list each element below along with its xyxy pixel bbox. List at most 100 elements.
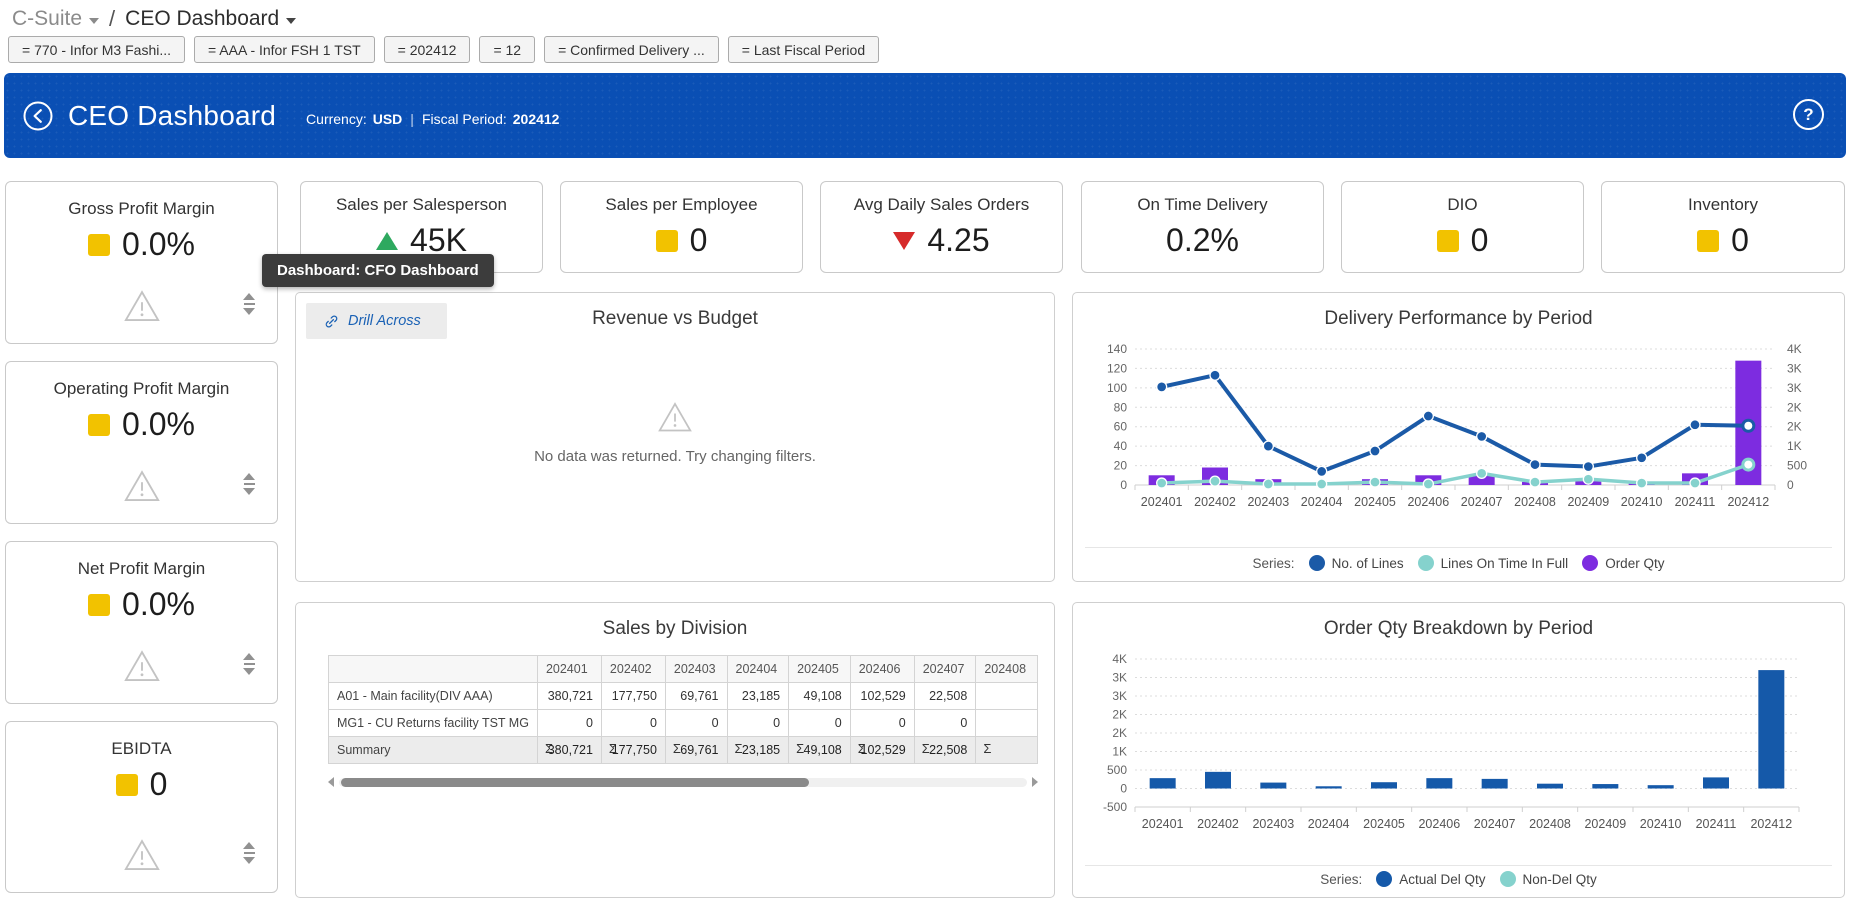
sales-by-division-panel: Sales by Division 2024012024022024032024… [295, 602, 1055, 898]
kpi-card-avg-daily-sales-orders[interactable]: Avg Daily Sales Orders 4.25 [820, 181, 1063, 273]
sigma-icon: Σ [922, 741, 930, 756]
scroll-left-icon[interactable] [328, 777, 334, 787]
table-col-header[interactable]: 202404 [727, 656, 789, 683]
legend-dot-icon [1582, 555, 1598, 571]
svg-text:202404: 202404 [1308, 817, 1350, 831]
legend-item[interactable]: Order Qty [1582, 555, 1664, 571]
svg-text:500: 500 [1787, 459, 1807, 473]
table-col-header[interactable]: 202402 [601, 656, 665, 683]
scrollbar-thumb[interactable] [341, 778, 809, 787]
banner-meta: Currency: USD | Fiscal Period: 202412 [306, 111, 559, 127]
summary-cell: Σ [976, 737, 1038, 764]
svg-text:2K: 2K [1787, 420, 1802, 434]
svg-text:40: 40 [1114, 439, 1128, 453]
no-data-text: No data was returned. Try changing filte… [534, 448, 816, 465]
table-col-header[interactable]: 202406 [850, 656, 914, 683]
delivery-performance-chart[interactable]: 0020500401K602K802K1003K1203K1404K202401… [1087, 335, 1830, 543]
warning-triangle-icon [6, 469, 277, 503]
sort-control[interactable] [243, 473, 255, 495]
filter-chip-division[interactable]: = 770 - Infor M3 Fashi... [8, 36, 185, 63]
filter-chip-month[interactable]: = 12 [479, 36, 535, 63]
filter-chip-delivery[interactable]: = Confirmed Delivery ... [544, 36, 719, 63]
svg-text:202402: 202402 [1194, 495, 1236, 509]
svg-text:202408: 202408 [1529, 817, 1571, 831]
dashboard-header: CEO Dashboard Currency: USD | Fiscal Per… [4, 73, 1846, 158]
kpi-card-operating-profit-margin[interactable]: Operating Profit Margin 0.0% [5, 361, 278, 524]
kpi-card-net-profit-margin[interactable]: Net Profit Margin 0.0% [5, 541, 278, 704]
table-col-header[interactable]: 202407 [914, 656, 976, 683]
legend-item[interactable]: Lines On Time In Full [1418, 555, 1569, 571]
legend-dot-icon [1376, 871, 1392, 887]
sales-by-division-table: 2024012024022024032024042024052024062024… [328, 655, 1038, 764]
legend-item[interactable]: Non-Del Qty [1500, 871, 1597, 887]
table-cell: 22,508 [914, 683, 976, 710]
table-cell: 69,761 [665, 683, 727, 710]
filter-chip-company[interactable]: = AAA - Infor FSH 1 TST [194, 36, 375, 63]
svg-text:60: 60 [1114, 420, 1128, 434]
kpi-value: 0 [1731, 222, 1749, 259]
svg-text:202412: 202412 [1727, 495, 1769, 509]
svg-text:80: 80 [1114, 400, 1128, 414]
table-row[interactable]: MG1 - CU Returns facility TST MG0000000 [329, 710, 1038, 737]
svg-text:202406: 202406 [1418, 817, 1460, 831]
warning-triangle-icon [6, 649, 277, 683]
table-col-header[interactable]: 202403 [665, 656, 727, 683]
scroll-right-icon[interactable] [1032, 777, 1038, 787]
kpi-card-on-time-delivery[interactable]: On Time Delivery 0.2% [1081, 181, 1324, 273]
svg-text:202410: 202410 [1621, 495, 1663, 509]
svg-text:202405: 202405 [1354, 495, 1396, 509]
kpi-value: 0 [1471, 222, 1489, 259]
table-col-header[interactable]: 202405 [789, 656, 851, 683]
table-col-header[interactable]: 202401 [537, 656, 601, 683]
warning-triangle-icon [6, 838, 277, 872]
help-icon[interactable]: ? [1793, 99, 1824, 130]
kpi-card-gross-profit-margin[interactable]: Gross Profit Margin 0.0% [5, 181, 278, 344]
breadcrumb-page[interactable]: CEO Dashboard [125, 7, 296, 31]
kpi-title: Net Profit Margin [6, 559, 277, 579]
svg-text:3K: 3K [1787, 361, 1802, 375]
chart-title: Delivery Performance by Period [1073, 308, 1844, 330]
table-col-header[interactable]: 202408 [976, 656, 1038, 683]
sort-control[interactable] [243, 653, 255, 675]
sigma-icon: Σ [545, 741, 553, 756]
sigma-icon: Σ [983, 741, 991, 756]
kpi-value: 4.25 [927, 222, 989, 259]
svg-text:202401: 202401 [1141, 495, 1183, 509]
kpi-card-dio[interactable]: DIO 0 [1341, 181, 1584, 273]
scrollbar-track[interactable] [339, 778, 1027, 787]
legend-item[interactable]: Actual Del Qty [1376, 871, 1485, 887]
kpi-title: On Time Delivery [1082, 195, 1323, 215]
sort-control[interactable] [243, 842, 255, 864]
currency-label: Currency: [306, 111, 367, 127]
sigma-icon: Σ [858, 741, 866, 756]
summary-cell: Σ23,185 [727, 737, 789, 764]
filter-chip-period[interactable]: = 202412 [384, 36, 471, 63]
no-data-message-block: No data was returned. Try changing filte… [296, 401, 1054, 465]
table-cell: 0 [914, 710, 976, 737]
table-cell [976, 710, 1038, 737]
svg-text:202401: 202401 [1142, 817, 1184, 831]
svg-text:202411: 202411 [1696, 817, 1737, 831]
svg-text:202402: 202402 [1197, 817, 1239, 831]
legend-series-label: Series: [1253, 556, 1295, 571]
kpi-card-ebidta[interactable]: EBIDTA 0 [5, 721, 278, 893]
currency-value: USD [373, 111, 403, 127]
svg-text:202407: 202407 [1461, 495, 1503, 509]
drill-across-label: Drill Across [348, 313, 421, 329]
sales-table-viewport[interactable]: 2024012024022024032024042024052024062024… [328, 655, 1038, 767]
breadcrumb-section[interactable]: C-Suite [12, 7, 99, 31]
divider [1085, 865, 1832, 866]
sort-control[interactable] [243, 293, 255, 315]
svg-text:202407: 202407 [1474, 817, 1516, 831]
order-qty-chart[interactable]: -50005001K2K2K3K3K4K20240120240220240320… [1087, 649, 1830, 861]
kpi-card-inventory[interactable]: Inventory 0 [1601, 181, 1845, 273]
drill-across-button[interactable]: Drill Across [306, 303, 447, 339]
breadcrumb-page-label: CEO Dashboard [125, 7, 279, 31]
table-row[interactable]: A01 - Main facility(DIV AAA)380,721177,7… [329, 683, 1038, 710]
legend-item[interactable]: No. of Lines [1309, 555, 1404, 571]
page-title: CEO Dashboard [68, 100, 276, 132]
filter-chip-fiscal[interactable]: = Last Fiscal Period [728, 36, 879, 63]
table-col-header[interactable] [329, 656, 538, 683]
back-button[interactable] [22, 100, 54, 132]
kpi-card-sales-per-employee[interactable]: Sales per Employee 0 [560, 181, 803, 273]
